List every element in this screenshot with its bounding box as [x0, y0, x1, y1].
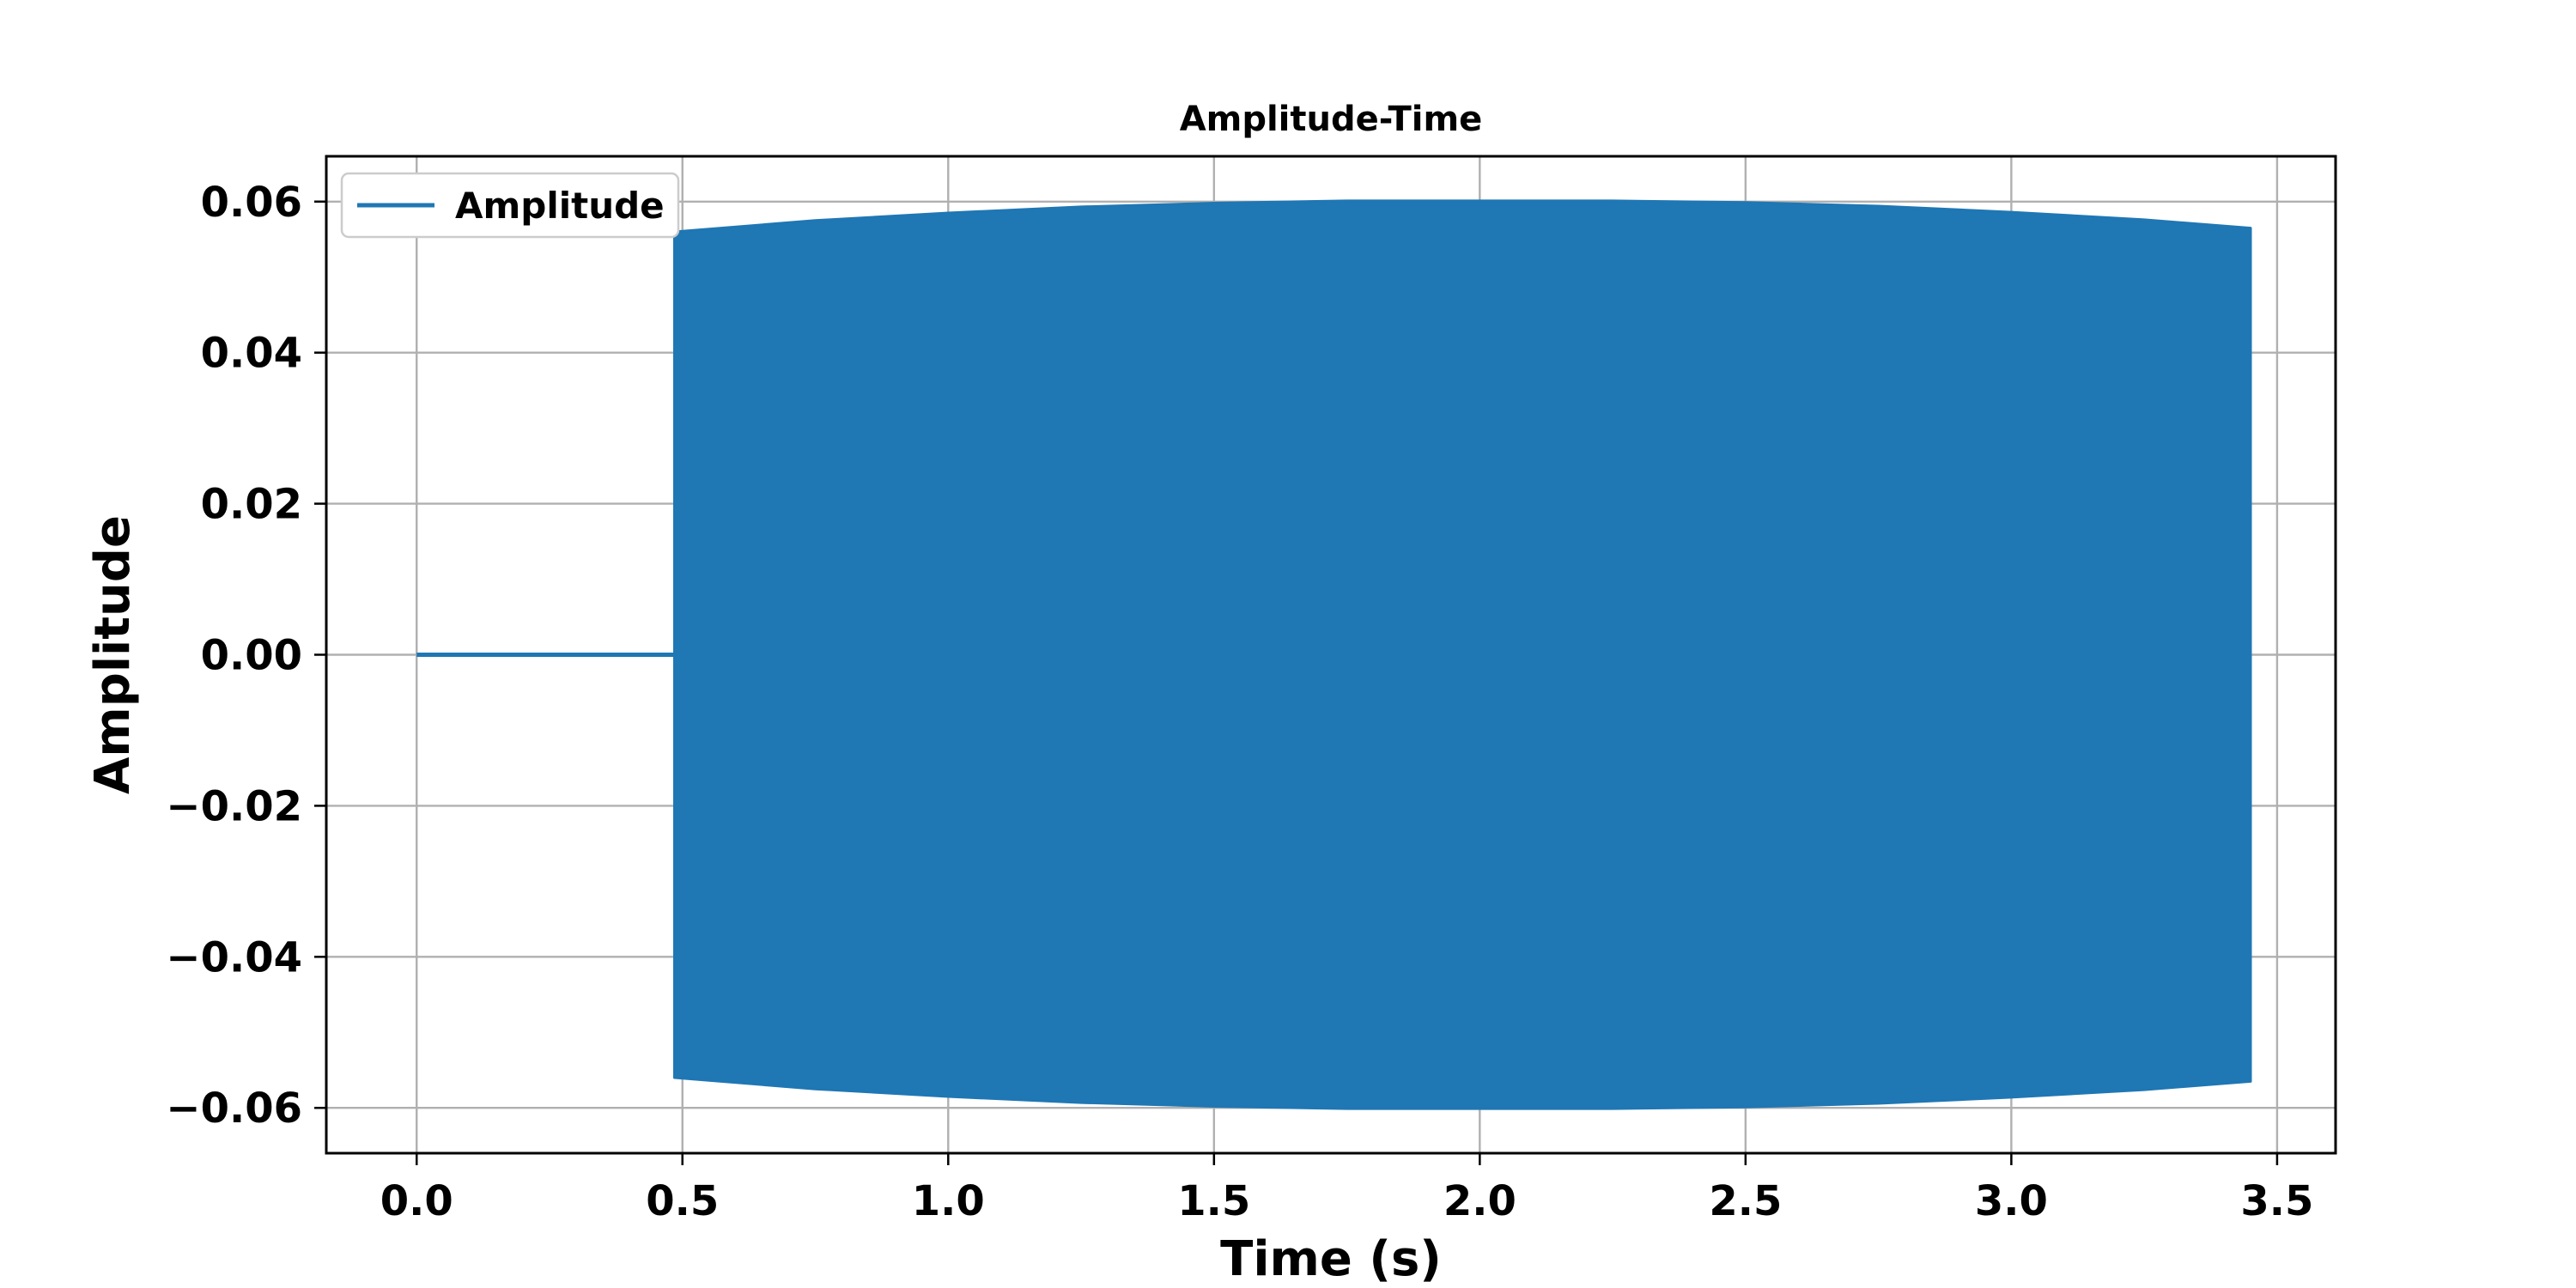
- y-tick-label: 0.02: [201, 481, 302, 529]
- y-tick-label: 0.00: [201, 632, 302, 680]
- series-amplitude: [416, 201, 2251, 1109]
- x-axis-label: Time (s): [1220, 1231, 1442, 1287]
- x-tick-label: 1.0: [912, 1177, 985, 1225]
- legend-label-amplitude: Amplitude: [455, 185, 665, 227]
- x-tick-label: 0.5: [646, 1177, 719, 1225]
- legend: Amplitude: [342, 173, 678, 237]
- x-tick-label: 2.5: [1709, 1177, 1782, 1225]
- chart-title: Amplitude-Time: [1180, 100, 1483, 139]
- y-tick-label: 0.04: [201, 330, 302, 378]
- amplitude-oscillation-band: [675, 201, 2251, 1109]
- y-axis-label: Amplitude: [85, 515, 141, 794]
- x-tick-label: 2.0: [1443, 1177, 1516, 1225]
- x-tick-label: 0.0: [380, 1177, 453, 1225]
- x-tick-label: 3.0: [1975, 1177, 2048, 1225]
- y-tick-label: 0.06: [201, 179, 302, 227]
- x-tick-label: 3.5: [2240, 1177, 2313, 1225]
- x-tick-label: 1.5: [1177, 1177, 1250, 1225]
- y-tick-label: −0.02: [166, 782, 302, 830]
- y-tick-label: −0.04: [166, 933, 302, 981]
- y-tick-label: −0.06: [166, 1084, 302, 1133]
